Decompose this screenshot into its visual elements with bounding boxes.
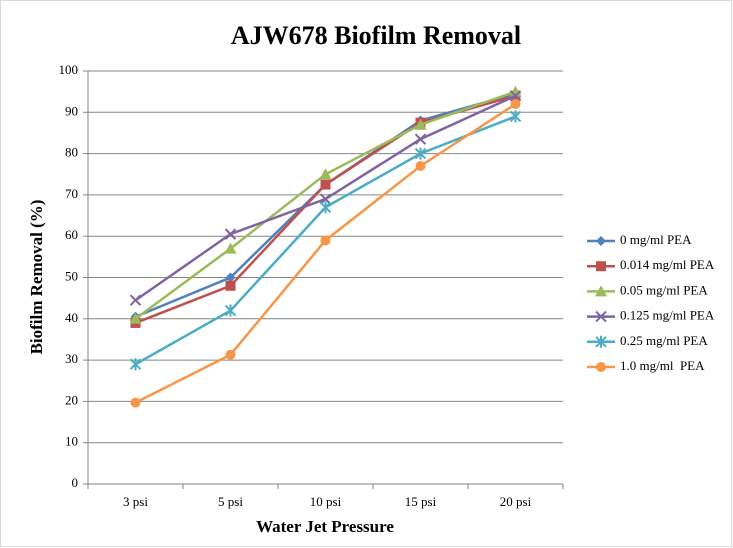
legend-label: 0.25 mg/ml PEA (620, 333, 708, 348)
x-tick-label: 15 psi (405, 494, 437, 509)
marker (414, 133, 427, 145)
marker (319, 193, 332, 205)
marker (225, 280, 236, 291)
y-tick-label: 70 (65, 186, 78, 201)
marker (224, 242, 237, 254)
y-tick-label: 80 (65, 145, 78, 160)
marker (414, 118, 427, 130)
marker (224, 228, 237, 240)
y-tick-label: 20 (65, 392, 78, 407)
chart-title: AJW678 Biofilm Removal (231, 21, 521, 50)
marker (320, 179, 331, 190)
legend-label: 0 mg/ml PEA (620, 232, 692, 247)
x-axis-label: Water Jet Pressure (256, 517, 394, 536)
marker (319, 201, 332, 214)
x-tick-label: 10 psi (310, 494, 342, 509)
y-tick-label: 30 (65, 351, 78, 366)
marker (596, 236, 606, 246)
y-tick-label: 90 (65, 103, 78, 118)
y-tick-label: 0 (72, 475, 79, 490)
marker (415, 160, 426, 171)
marker (320, 235, 331, 246)
marker (595, 335, 607, 348)
marker (510, 99, 521, 110)
y-tick-label: 10 (65, 434, 78, 449)
y-tick-label: 40 (65, 310, 78, 325)
y-axis-label: Biofilm Removal (%) (27, 200, 46, 355)
legend-label: 1.0 mg/ml PEA (620, 358, 705, 373)
marker (509, 90, 522, 102)
marker (224, 304, 237, 317)
marker (129, 312, 142, 324)
marker (414, 147, 427, 160)
marker (596, 362, 606, 372)
marker (596, 261, 606, 272)
legend-label: 0.05 mg/ml PEA (620, 282, 708, 297)
marker (319, 168, 332, 180)
y-tick-label: 60 (65, 227, 78, 242)
x-tick-label: 5 psi (218, 494, 243, 509)
y-tick-label: 50 (65, 268, 78, 283)
marker (595, 285, 607, 297)
legend-label: 0.125 mg/ml PEA (620, 308, 715, 323)
marker (225, 272, 236, 283)
marker (509, 110, 522, 123)
marker (595, 310, 607, 323)
marker (129, 358, 142, 371)
marker (130, 397, 141, 408)
y-tick-label: 100 (59, 62, 79, 77)
x-tick-label: 3 psi (123, 494, 148, 509)
marker (129, 294, 142, 306)
legend-label: 0.014 mg/ml PEA (620, 257, 715, 272)
x-tick-label: 20 psi (500, 494, 532, 509)
marker (225, 349, 236, 360)
